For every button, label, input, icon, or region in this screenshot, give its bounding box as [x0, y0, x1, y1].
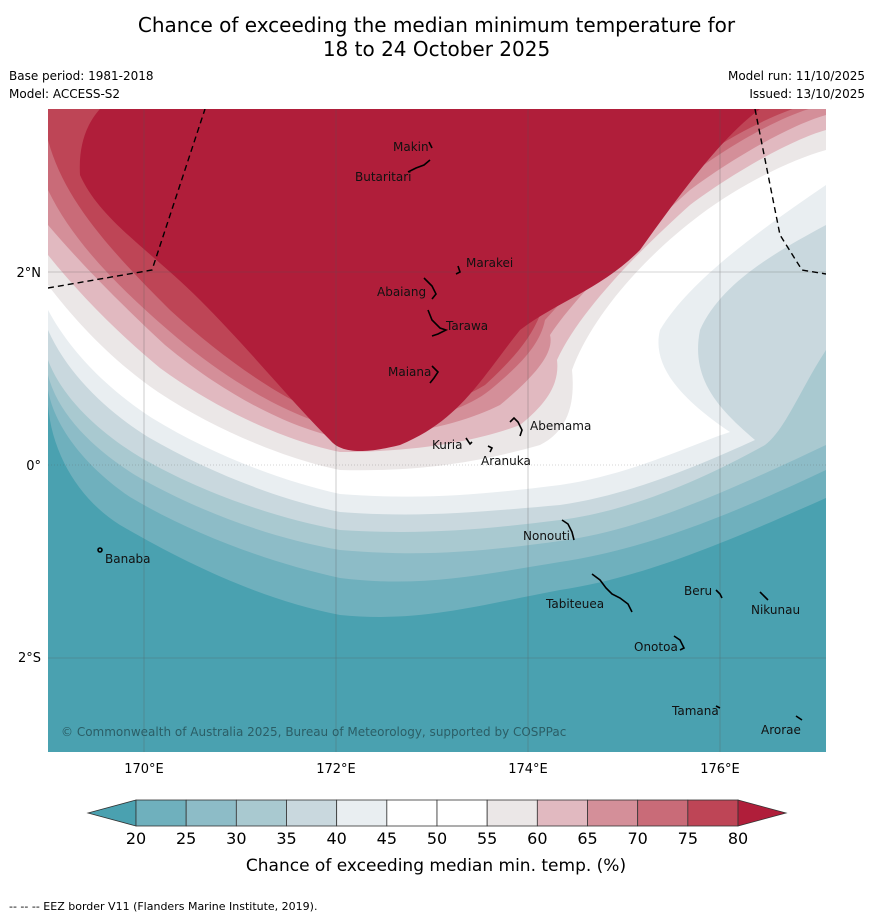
- colorbar-under-arrow: [86, 799, 137, 827]
- base-period: Base period: 1981-2018: [9, 69, 154, 83]
- colorbar-ticks: 20 25 30 35 40 45 50 55 60 65 70 75 80: [126, 829, 748, 848]
- label-beru: Beru: [684, 584, 712, 598]
- colorbar-tick-label: 75: [678, 829, 698, 848]
- label-banaba: Banaba: [105, 552, 151, 566]
- colorbar-tick-label: 20: [126, 829, 146, 848]
- islands: [97, 141, 803, 721]
- colorbar-cell: [486, 799, 538, 827]
- copyright-notice: © Commonwealth of Australia 2025, Bureau…: [61, 725, 566, 739]
- label-marakei: Marakei: [466, 256, 513, 270]
- colorbar-cell: [587, 799, 639, 827]
- model-run: Model run: 11/10/2025: [727, 69, 865, 83]
- colorbar-label: Chance of exceeding median min. temp. (%…: [246, 856, 626, 876]
- label-nikunau: Nikunau: [751, 603, 800, 617]
- colorbar-tick-label: 70: [627, 829, 647, 848]
- colorbar-cell: [536, 799, 588, 827]
- probability-contours: [48, 109, 826, 752]
- colorbar-tick-label: 35: [276, 829, 296, 848]
- label-tamana: Tamana: [671, 704, 719, 718]
- colorbar-over-arrow: [737, 799, 788, 827]
- colorbar-tick-label: 45: [377, 829, 397, 848]
- colorbar-tick-label: 55: [477, 829, 497, 848]
- colorbar-tick-label: 40: [326, 829, 346, 848]
- island-tabiteuea: [591, 573, 633, 613]
- colorbar-tick-label: 80: [728, 829, 748, 848]
- island-arorae: [795, 715, 803, 721]
- issued-date: Issued: 13/10/2025: [749, 87, 865, 101]
- place-labels: Makin Butaritari Marakei Abaiang Tarawa …: [105, 140, 801, 737]
- colorbar: 20 25 30 35 40 45 50 55 60 65 70 75 80 Chance of exc…: [86, 799, 788, 876]
- label-maiana: Maiana: [388, 365, 431, 379]
- island-abaiang: [423, 277, 437, 300]
- colorbar-cells: [135, 799, 739, 827]
- colorbar-tick-label: 60: [527, 829, 547, 848]
- lon-label-172: 172°E: [316, 762, 356, 777]
- colorbar-cell: [135, 799, 187, 827]
- colorbar-tick-label: 65: [577, 829, 597, 848]
- island-onotoa: [673, 635, 686, 651]
- label-arorae: Arorae: [761, 723, 801, 737]
- colorbar-tick-label: 30: [226, 829, 246, 848]
- island-beru: [715, 589, 723, 599]
- lon-label-176: 176°E: [700, 762, 740, 777]
- label-abemama: Abemama: [530, 419, 591, 433]
- island-banaba: [97, 547, 103, 553]
- colorbar-cell: [185, 799, 237, 827]
- band-over-80: [79, 109, 761, 452]
- island-abemama: [509, 416, 523, 437]
- island-marakei: [455, 265, 461, 275]
- model-name: Model: ACCESS-S2: [9, 87, 121, 101]
- colorbar-cell: [235, 799, 287, 827]
- island-tamana: [715, 705, 721, 709]
- colorbar-tick-label: 50: [427, 829, 447, 848]
- axis-labels: 170°E 172°E 174°E 176°E 2°N 0° 2°S: [17, 266, 740, 777]
- graticule: [48, 109, 826, 752]
- colorbar-cell: [336, 799, 388, 827]
- island-makin: [428, 141, 433, 149]
- title-line-2: 18 to 24 October 2025: [322, 37, 551, 61]
- label-aranuka: Aranuka: [481, 454, 531, 468]
- label-kuria: Kuria: [432, 438, 463, 452]
- lon-label-174: 174°E: [508, 762, 548, 777]
- colorbar-cell: [286, 799, 338, 827]
- island-tarawa: [427, 309, 449, 337]
- label-abaiang: Abaiang: [377, 285, 426, 299]
- eez-borders: [48, 109, 826, 289]
- title-line-1: Chance of exceeding the median minimum t…: [137, 13, 736, 37]
- forecast-map: Makin Butaritari Marakei Abaiang Tarawa …: [17, 109, 826, 876]
- island-butaritari: [407, 159, 431, 173]
- colorbar-cell: [386, 799, 438, 827]
- lat-label-2n: 2°N: [17, 266, 42, 281]
- lat-label-2s: 2°S: [18, 651, 41, 666]
- label-butaritari: Butaritari: [355, 170, 412, 184]
- colorbar-cell: [436, 799, 488, 827]
- label-tabiteuea: Tabiteuea: [545, 597, 604, 611]
- label-onotoa: Onotoa: [634, 640, 678, 654]
- island-nonouti: [561, 519, 575, 541]
- colorbar-cell: [637, 799, 689, 827]
- colorbar-cell: [687, 799, 739, 827]
- label-tarawa: Tarawa: [445, 319, 488, 333]
- island-aranuka: [487, 445, 494, 453]
- lon-label-170: 170°E: [124, 762, 164, 777]
- label-makin: Makin: [393, 140, 429, 154]
- label-nonouti: Nonouti: [523, 529, 570, 543]
- island-kuria: [465, 437, 473, 446]
- island-maiana: [429, 365, 440, 384]
- lat-label-0: 0°: [26, 459, 41, 474]
- eez-footnote: -- -- -- EEZ border V11 (Flanders Marine…: [9, 900, 318, 913]
- island-nikunau: [759, 591, 769, 601]
- colorbar-tick-label: 25: [176, 829, 196, 848]
